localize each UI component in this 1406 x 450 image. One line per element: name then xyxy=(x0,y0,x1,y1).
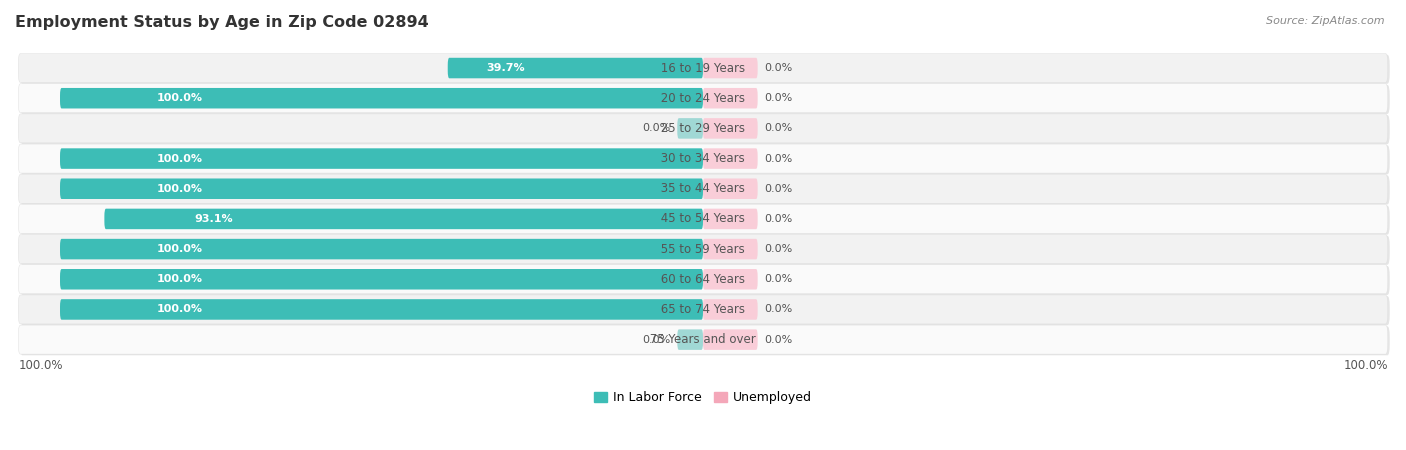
Text: 100.0%: 100.0% xyxy=(1343,359,1388,372)
Text: 0.0%: 0.0% xyxy=(763,244,793,254)
FancyBboxPatch shape xyxy=(20,85,1389,114)
FancyBboxPatch shape xyxy=(703,58,758,78)
FancyBboxPatch shape xyxy=(678,329,703,350)
FancyBboxPatch shape xyxy=(20,326,1389,356)
Text: 0.0%: 0.0% xyxy=(763,153,793,163)
Text: 100.0%: 100.0% xyxy=(156,274,202,284)
FancyBboxPatch shape xyxy=(678,118,703,139)
Text: 100.0%: 100.0% xyxy=(156,93,202,103)
Text: 0.0%: 0.0% xyxy=(763,93,793,103)
Text: 100.0%: 100.0% xyxy=(18,359,63,372)
FancyBboxPatch shape xyxy=(703,179,758,199)
Text: 0.0%: 0.0% xyxy=(763,274,793,284)
Text: 100.0%: 100.0% xyxy=(156,305,202,315)
Text: 0.0%: 0.0% xyxy=(763,305,793,315)
FancyBboxPatch shape xyxy=(18,325,1388,354)
FancyBboxPatch shape xyxy=(20,296,1389,325)
FancyBboxPatch shape xyxy=(20,176,1389,204)
FancyBboxPatch shape xyxy=(20,115,1389,144)
FancyBboxPatch shape xyxy=(60,239,703,259)
Text: 39.7%: 39.7% xyxy=(486,63,524,73)
FancyBboxPatch shape xyxy=(60,179,703,199)
FancyBboxPatch shape xyxy=(18,144,1388,173)
FancyBboxPatch shape xyxy=(703,239,758,259)
Text: 0.0%: 0.0% xyxy=(763,335,793,345)
Text: 93.1%: 93.1% xyxy=(194,214,233,224)
FancyBboxPatch shape xyxy=(20,55,1389,84)
Text: 0.0%: 0.0% xyxy=(763,63,793,73)
FancyBboxPatch shape xyxy=(703,118,758,139)
FancyBboxPatch shape xyxy=(18,114,1388,143)
FancyBboxPatch shape xyxy=(18,54,1388,82)
Text: 25 to 29 Years: 25 to 29 Years xyxy=(657,122,749,135)
FancyBboxPatch shape xyxy=(20,206,1389,234)
FancyBboxPatch shape xyxy=(703,148,758,169)
Text: Employment Status by Age in Zip Code 02894: Employment Status by Age in Zip Code 028… xyxy=(15,15,429,30)
FancyBboxPatch shape xyxy=(18,84,1388,112)
FancyBboxPatch shape xyxy=(18,204,1388,234)
FancyBboxPatch shape xyxy=(20,145,1389,174)
FancyBboxPatch shape xyxy=(20,266,1389,295)
FancyBboxPatch shape xyxy=(104,209,703,229)
Text: 0.0%: 0.0% xyxy=(643,335,671,345)
Text: 75 Years and over: 75 Years and over xyxy=(647,333,759,346)
FancyBboxPatch shape xyxy=(60,148,703,169)
Text: 100.0%: 100.0% xyxy=(156,184,202,194)
FancyBboxPatch shape xyxy=(703,299,758,319)
FancyBboxPatch shape xyxy=(18,234,1388,264)
FancyBboxPatch shape xyxy=(703,88,758,108)
Text: Source: ZipAtlas.com: Source: ZipAtlas.com xyxy=(1267,16,1385,26)
FancyBboxPatch shape xyxy=(60,299,703,319)
Text: 45 to 54 Years: 45 to 54 Years xyxy=(657,212,749,225)
FancyBboxPatch shape xyxy=(703,209,758,229)
Text: 65 to 74 Years: 65 to 74 Years xyxy=(657,303,749,316)
Text: 60 to 64 Years: 60 to 64 Years xyxy=(657,273,749,286)
FancyBboxPatch shape xyxy=(20,236,1389,265)
Text: 0.0%: 0.0% xyxy=(763,214,793,224)
FancyBboxPatch shape xyxy=(60,269,703,289)
FancyBboxPatch shape xyxy=(60,88,703,108)
Text: 20 to 24 Years: 20 to 24 Years xyxy=(657,92,749,105)
Text: 100.0%: 100.0% xyxy=(156,244,202,254)
Text: 55 to 59 Years: 55 to 59 Years xyxy=(657,243,749,256)
Text: 0.0%: 0.0% xyxy=(763,184,793,194)
FancyBboxPatch shape xyxy=(703,269,758,289)
FancyBboxPatch shape xyxy=(703,329,758,350)
Legend: In Labor Force, Unemployed: In Labor Force, Unemployed xyxy=(589,387,817,410)
Text: 16 to 19 Years: 16 to 19 Years xyxy=(657,62,749,75)
FancyBboxPatch shape xyxy=(447,58,703,78)
FancyBboxPatch shape xyxy=(18,174,1388,203)
Text: 100.0%: 100.0% xyxy=(156,153,202,163)
Text: 35 to 44 Years: 35 to 44 Years xyxy=(657,182,749,195)
Text: 0.0%: 0.0% xyxy=(763,123,793,133)
FancyBboxPatch shape xyxy=(18,295,1388,324)
Text: 0.0%: 0.0% xyxy=(643,123,671,133)
Text: 30 to 34 Years: 30 to 34 Years xyxy=(657,152,749,165)
FancyBboxPatch shape xyxy=(18,265,1388,294)
